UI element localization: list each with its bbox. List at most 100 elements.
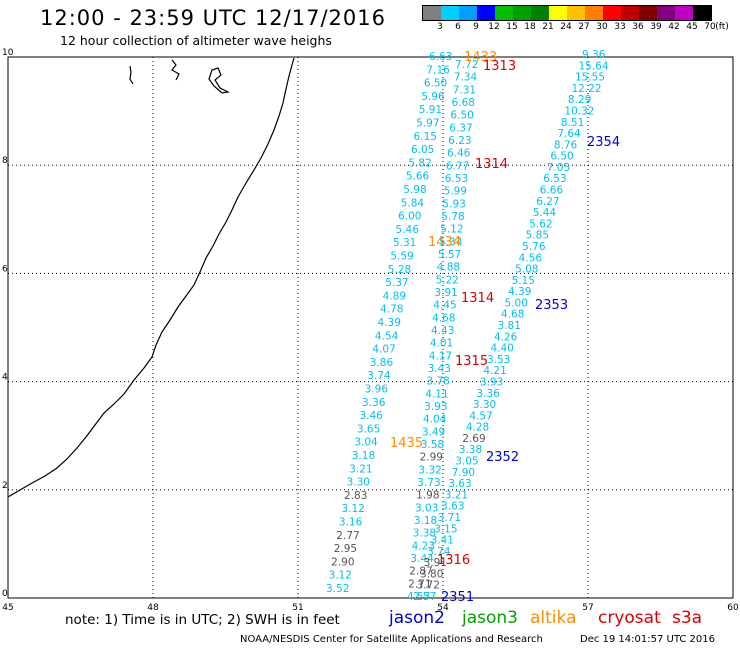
swh-value: 3.63 bbox=[441, 501, 464, 513]
swh-value: 10.32 bbox=[564, 105, 594, 117]
swh-value: 3.91 bbox=[434, 287, 457, 299]
swh-value: 3.21 bbox=[445, 489, 468, 501]
swh-value: 6.53 bbox=[445, 173, 468, 185]
y-tick-label: 0 bbox=[2, 589, 8, 599]
swh-value: 6.37 bbox=[449, 122, 472, 134]
swh-value: 9.36 bbox=[582, 49, 606, 61]
legend-swatch bbox=[549, 6, 567, 20]
satellite-name: altika bbox=[530, 608, 577, 628]
swh-value: 3.32 bbox=[418, 464, 441, 476]
swh-value: 3.41 bbox=[431, 535, 454, 547]
swh-value: 4.21 bbox=[483, 365, 506, 377]
swh-value: 2.99 bbox=[420, 452, 443, 464]
swh-value: 5.28 bbox=[388, 264, 411, 276]
swh-value: 5.82 bbox=[408, 157, 431, 169]
swh-value: 7.64 bbox=[557, 128, 581, 140]
swh-value: 3.44 bbox=[410, 553, 434, 565]
swh-value: 3.18 bbox=[352, 450, 375, 462]
swh-value: 3.36 bbox=[362, 397, 386, 409]
island-outline bbox=[171, 59, 180, 81]
swh-value: 4.43 bbox=[431, 325, 454, 337]
swh-value: 4.45 bbox=[433, 300, 456, 312]
legend-swatch bbox=[441, 6, 459, 20]
swh-value: 6.50 bbox=[450, 110, 473, 122]
swh-value: 3.73 bbox=[417, 477, 440, 489]
swh-value: 3.52 bbox=[326, 583, 349, 595]
satellite-name: jason3 bbox=[462, 608, 518, 628]
swh-value: 2.77 bbox=[336, 530, 359, 542]
legend-swatch bbox=[585, 6, 603, 20]
legend-label: 24 bbox=[560, 22, 572, 32]
pass-label: 1313 bbox=[483, 59, 516, 74]
footer-credit: NOAA/NESDIS Center for Satellite Applica… bbox=[240, 634, 543, 645]
swh-value: 8.51 bbox=[561, 117, 584, 129]
swh-value: 5.66 bbox=[406, 171, 430, 183]
swh-value: 4.57 bbox=[407, 591, 430, 603]
swh-value: 3.80 bbox=[420, 568, 443, 580]
swh-value: 1.98 bbox=[416, 490, 439, 502]
swh-value: 3.91 bbox=[424, 557, 447, 569]
legend-label: (ft) bbox=[715, 22, 729, 32]
swh-value: 7.90 bbox=[452, 467, 475, 479]
swh-value: 3.49 bbox=[422, 426, 445, 438]
legend-label: 3 bbox=[437, 22, 443, 32]
legend-swatch bbox=[639, 6, 657, 20]
x-tick-label: 57 bbox=[582, 603, 593, 613]
pass-label: 2351 bbox=[441, 590, 474, 605]
map-frame bbox=[7, 56, 734, 599]
legend-swatch bbox=[657, 6, 675, 20]
y-tick-label: 6 bbox=[2, 264, 8, 274]
legend-label: 27 bbox=[578, 22, 590, 32]
swh-value: 4.23 bbox=[412, 540, 435, 552]
pass-label: 1314 bbox=[461, 291, 494, 306]
swh-value: 3.12 bbox=[341, 503, 364, 515]
swh-value: 4.17 bbox=[429, 350, 452, 362]
color-scale-legend bbox=[422, 5, 712, 21]
swh-value: 8.29 bbox=[568, 94, 591, 106]
swh-value: 3.38 bbox=[413, 528, 436, 540]
legend-swatch bbox=[477, 6, 495, 20]
swh-value: 2.71 bbox=[408, 578, 431, 590]
swh-value: 6.66 bbox=[540, 185, 564, 197]
units-note: note: 1) Time is in UTC; 2) SWH is in fe… bbox=[65, 612, 340, 628]
swh-value: 4.11 bbox=[425, 388, 448, 400]
swh-value: 4.68 bbox=[432, 312, 455, 324]
swh-value: 7.34 bbox=[454, 72, 478, 84]
swh-value: 4.57 bbox=[469, 410, 492, 422]
swh-value: 2.95 bbox=[334, 543, 357, 555]
swh-value: 3.05 bbox=[455, 456, 478, 468]
swh-value: 3.15 bbox=[434, 523, 457, 535]
swh-value: 5.15 bbox=[512, 275, 535, 287]
swh-value: 5.99 bbox=[444, 186, 467, 198]
legend-label: 33 bbox=[614, 22, 626, 32]
swh-value: 3.96 bbox=[365, 384, 389, 396]
swh-value: 3.93 bbox=[424, 401, 447, 413]
satellite-name: s3a bbox=[672, 608, 703, 628]
swh-value: 3.58 bbox=[421, 439, 444, 451]
swh-value: 6.63 bbox=[429, 51, 452, 63]
pass-label: 2352 bbox=[486, 450, 519, 465]
pass-label: 1316 bbox=[437, 553, 470, 568]
x-tick-label: 45 bbox=[2, 603, 13, 613]
swh-value: 4.54 bbox=[375, 330, 399, 342]
swh-value: 5.78 bbox=[441, 211, 464, 223]
swh-value: 5.22 bbox=[436, 274, 459, 286]
swh-value: 5.12 bbox=[440, 224, 463, 236]
swh-value: 7.05 bbox=[547, 162, 570, 174]
swh-value: 15.55 bbox=[575, 72, 605, 84]
swh-value: 4.04 bbox=[423, 414, 447, 426]
y-tick-label: 10 bbox=[2, 48, 14, 58]
swh-value: 6.53 bbox=[543, 173, 566, 185]
swh-value: 3.21 bbox=[349, 463, 372, 475]
swh-value: 5.08 bbox=[515, 264, 538, 276]
legend-label: 15 bbox=[506, 22, 518, 32]
pass-label: 1314 bbox=[475, 157, 508, 172]
map-subtitle: 12 hour collection of altimeter wave hei… bbox=[60, 33, 332, 48]
swh-value: 3.93 bbox=[480, 376, 503, 388]
swh-value: 4.28 bbox=[466, 422, 489, 434]
legend-label: 36 bbox=[632, 22, 644, 32]
swh-value: 7.16 bbox=[426, 64, 450, 76]
swh-value: 12.22 bbox=[571, 83, 601, 95]
